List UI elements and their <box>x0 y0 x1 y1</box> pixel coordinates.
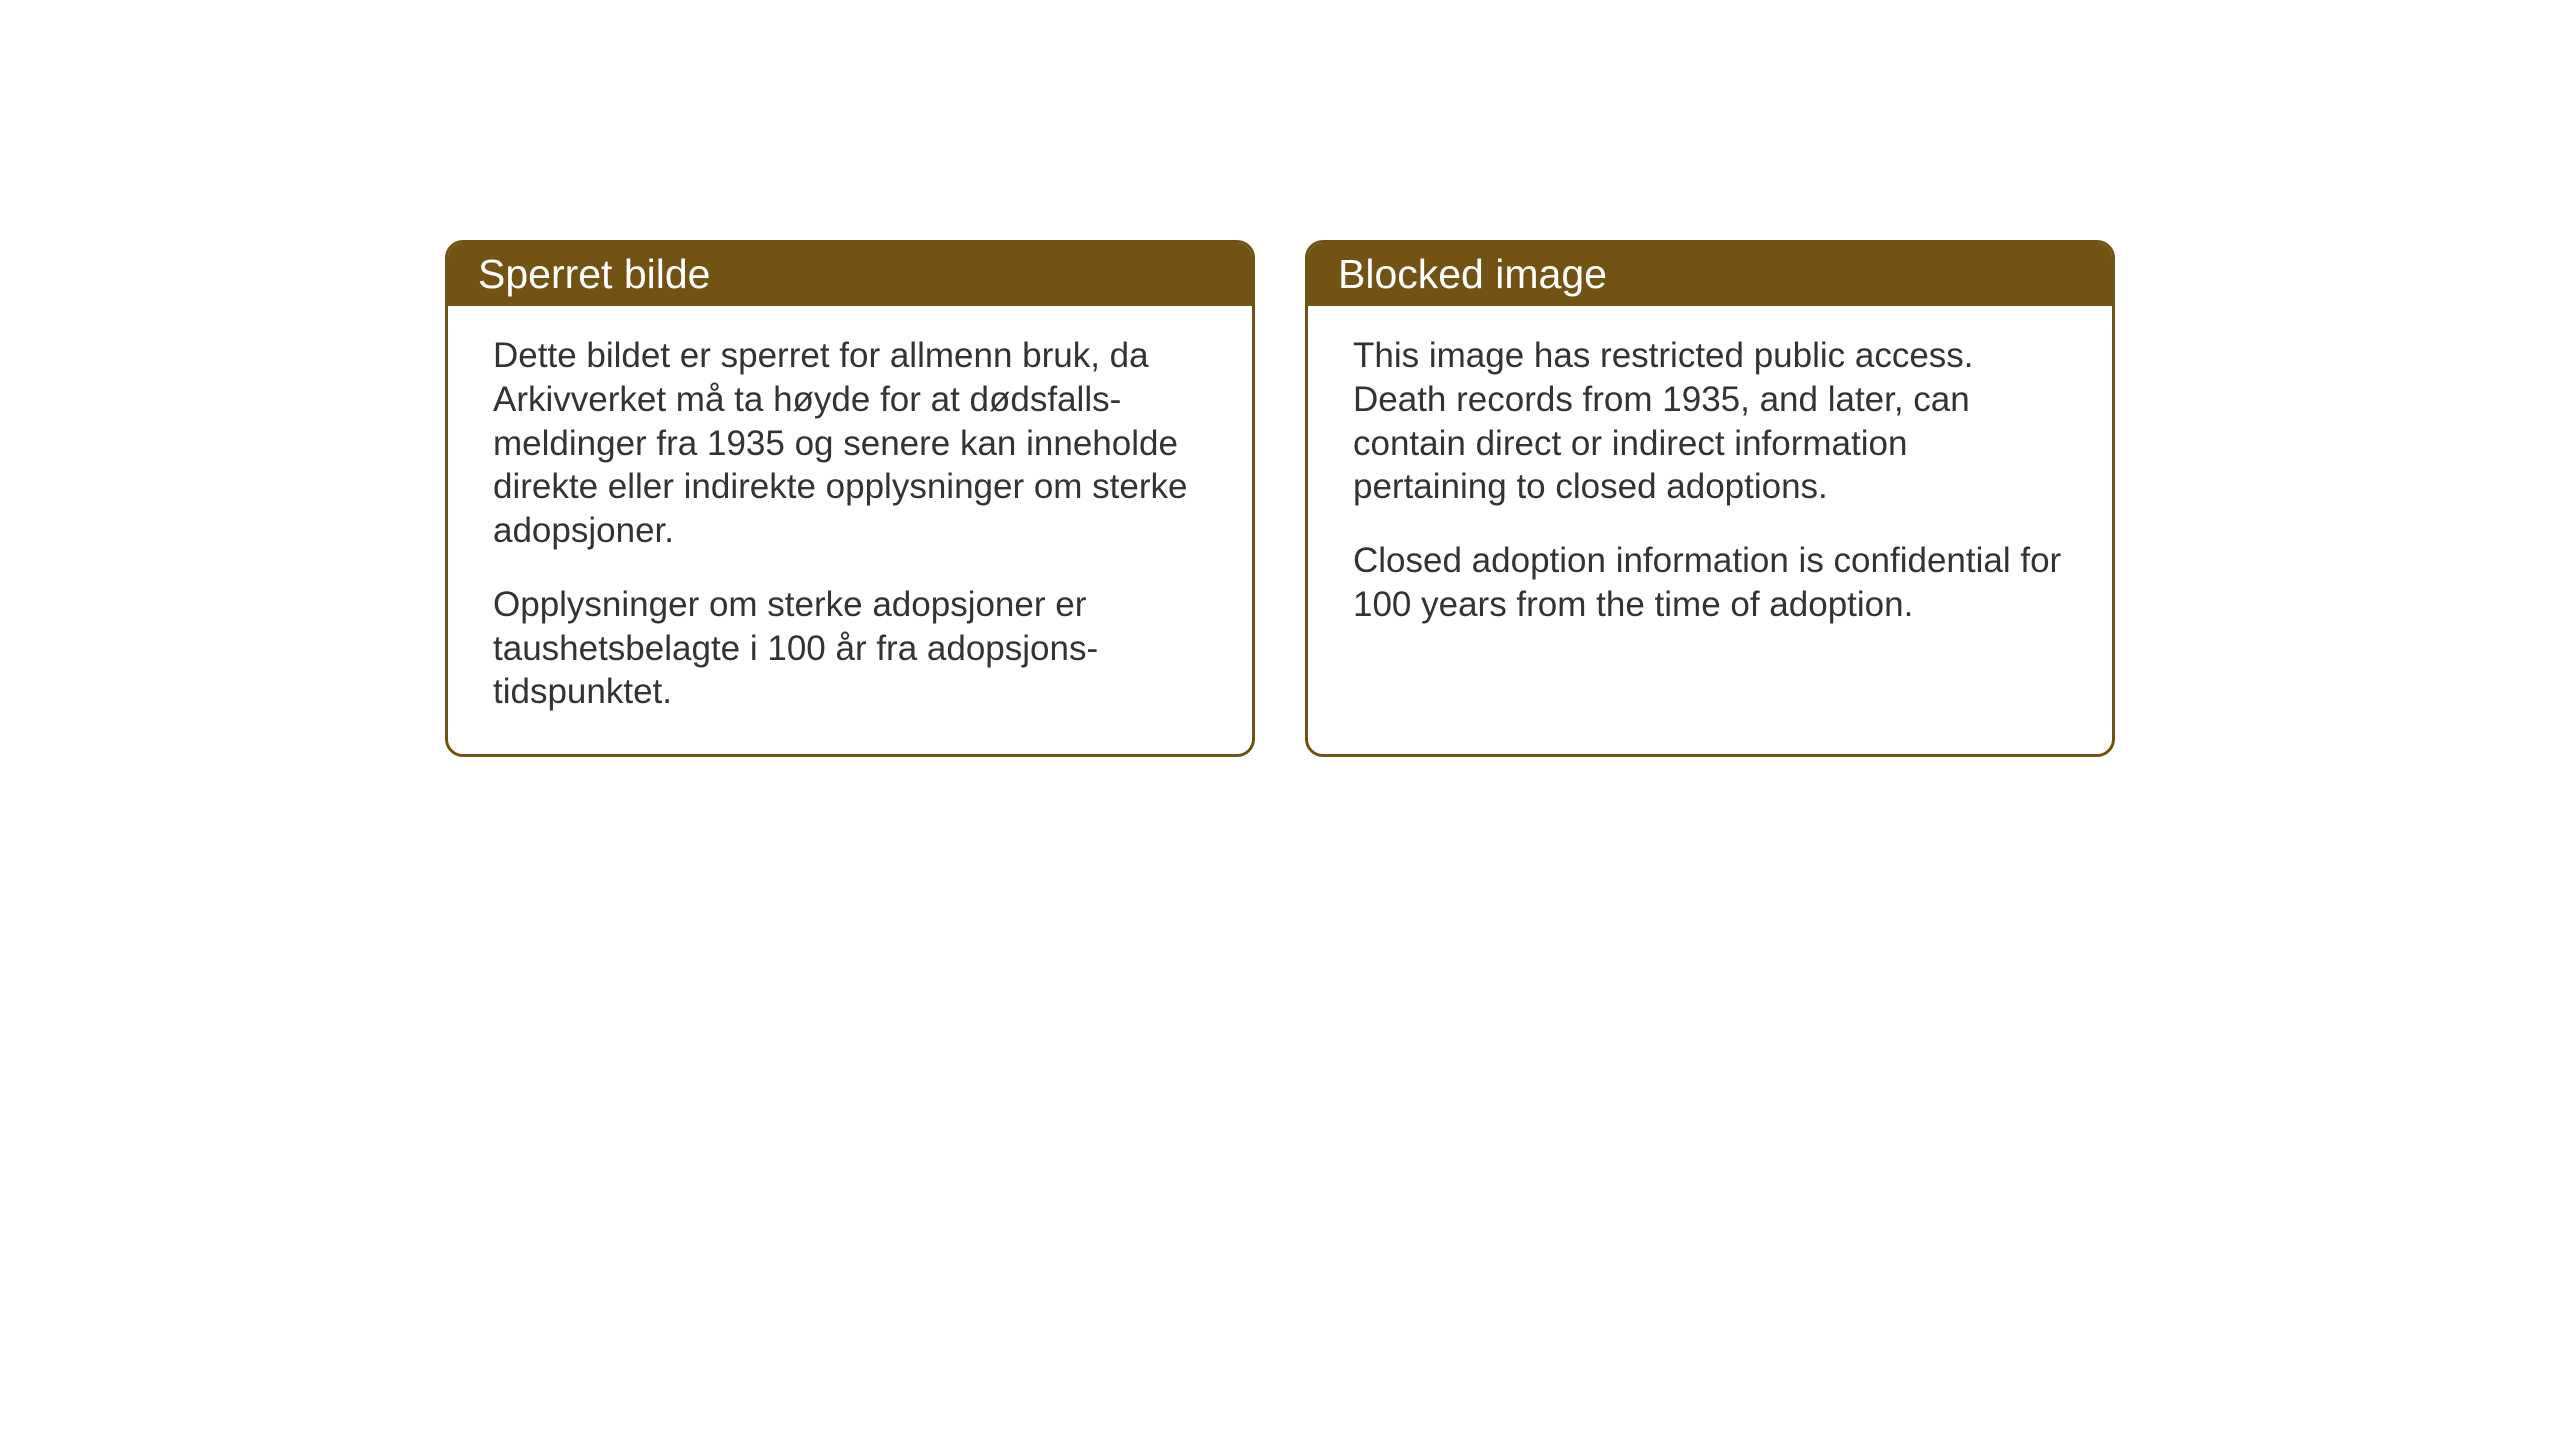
norwegian-card: Sperret bilde Dette bildet er sperret fo… <box>445 240 1255 757</box>
english-paragraph-1: This image has restricted public access.… <box>1353 334 2067 509</box>
english-paragraph-2: Closed adoption information is confident… <box>1353 539 2067 627</box>
english-card-body: This image has restricted public access.… <box>1308 306 2112 667</box>
norwegian-paragraph-2: Opplysninger om sterke adopsjoner er tau… <box>493 583 1207 714</box>
english-card: Blocked image This image has restricted … <box>1305 240 2115 757</box>
cards-container: Sperret bilde Dette bildet er sperret fo… <box>445 240 2115 757</box>
english-card-header: Blocked image <box>1308 243 2112 306</box>
norwegian-paragraph-1: Dette bildet er sperret for allmenn bruk… <box>493 334 1207 553</box>
norwegian-card-header: Sperret bilde <box>448 243 1252 306</box>
norwegian-card-body: Dette bildet er sperret for allmenn bruk… <box>448 306 1252 754</box>
